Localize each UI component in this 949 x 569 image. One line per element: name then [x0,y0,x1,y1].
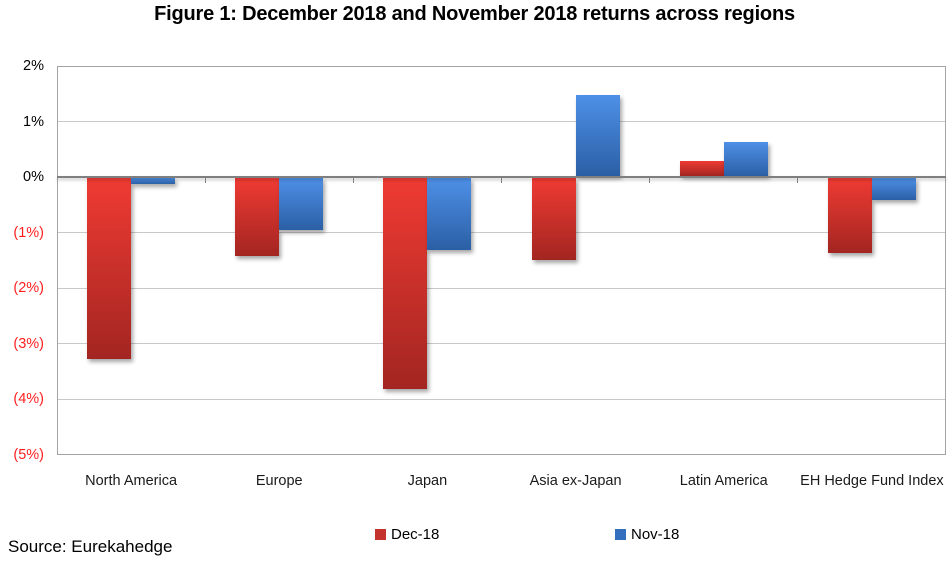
gridline [57,232,946,234]
bar-dec-18-japan [383,178,428,390]
bar-dec-18-asia-ex-japan [531,178,576,260]
chart-title: Figure 1: December 2018 and November 201… [154,3,795,25]
bar-nov-18-japan [427,178,472,251]
x-category-label: Asia ex-Japan [529,473,622,489]
category-tick [649,178,651,184]
bar-dec-18-latin-america [679,161,724,177]
y-tick-label: (4%) [13,391,44,408]
bar-nov-18-europe [279,178,324,230]
y-tick-label: 0% [23,169,44,186]
category-tick [501,178,502,184]
x-category-label: Japan [407,473,448,489]
plot-area [57,66,946,455]
y-tick-label: 1% [23,113,44,130]
category-tick [797,178,799,184]
bar-nov-18-asia-ex-japan [575,95,620,177]
legend-item-nov-18: Nov-18 [615,525,680,543]
bar-nov-18-latin-america [723,142,768,177]
category-tick [352,178,354,184]
bar-dec-18-europe [235,178,280,257]
category-tick [204,178,206,184]
bar-dec-18-eh-hedge-fund-index [827,178,872,254]
y-tick-label: (3%) [13,335,44,352]
legend-label-dec-18: Dec-18 [391,525,440,543]
zero-axis-line [57,176,946,179]
y-tick-label: (2%) [13,280,44,297]
x-category-label: North America [85,473,178,489]
legend-marker-red-square [375,528,386,540]
gridline [57,287,946,289]
legend-label-nov-18: Nov-18 [631,525,680,543]
x-category-label: EH Hedge Fund Index [800,473,944,489]
gridline [57,121,946,123]
gridline [57,398,946,400]
legend-item-dec-18: Dec-18 [375,525,440,543]
y-tick-label: (1%) [13,224,44,241]
gridline [57,343,946,345]
bar-nov-18-north-america [131,178,176,185]
legend-marker-blue-square [615,528,626,540]
y-tick-label: (5%) [13,447,44,463]
bar-dec-18-north-america [87,178,132,359]
bar-nov-18-eh-hedge-fund-index [871,178,916,201]
y-tick-label: 2% [23,58,44,74]
x-category-label: Latin America [679,473,768,489]
x-category-label: Europe [255,473,303,489]
source-text: Source: Eurekahedge [8,537,173,556]
